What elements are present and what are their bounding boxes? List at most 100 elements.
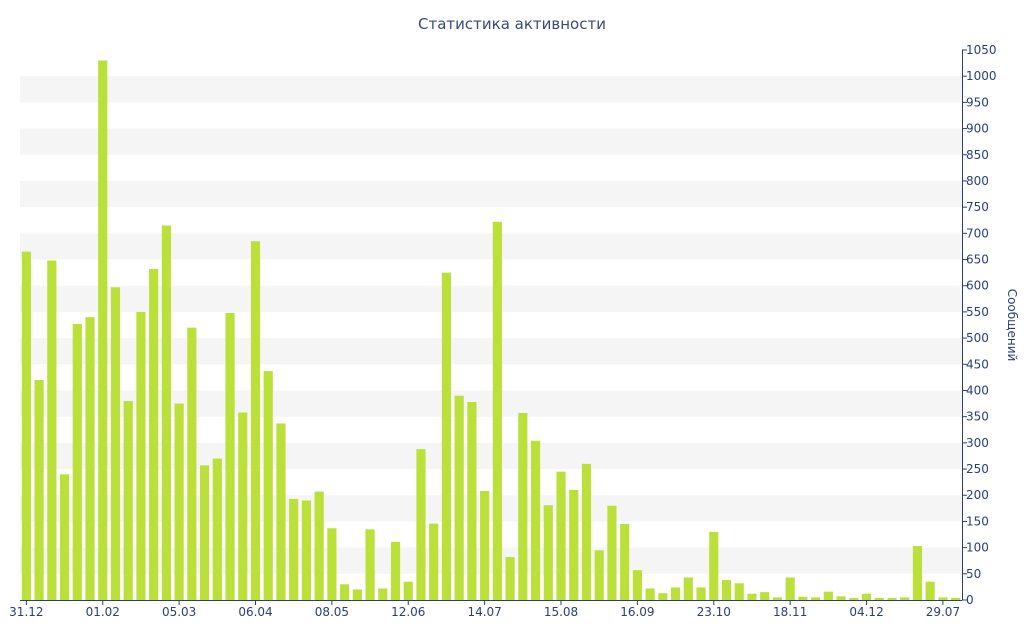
bar[interactable] — [747, 593, 757, 600]
bar[interactable] — [645, 588, 655, 600]
y-tick-label: 950 — [966, 95, 989, 109]
grid-band — [20, 128, 962, 155]
bar[interactable] — [238, 412, 248, 600]
bar[interactable] — [416, 449, 426, 600]
bar[interactable] — [938, 597, 948, 600]
bar[interactable] — [314, 491, 324, 600]
bar[interactable] — [887, 597, 897, 600]
bar[interactable] — [390, 541, 401, 600]
bar[interactable] — [276, 423, 286, 600]
bar[interactable] — [98, 60, 108, 600]
bar[interactable] — [581, 463, 592, 600]
bar[interactable] — [327, 528, 337, 600]
x-tick-label: 23.10 — [697, 605, 731, 619]
bar[interactable] — [670, 587, 681, 600]
y-tick-label: 800 — [966, 174, 989, 188]
y-tick-label: 650 — [966, 253, 989, 267]
y-tick-label: 100 — [966, 541, 989, 555]
bar[interactable] — [225, 312, 235, 600]
bar[interactable] — [861, 593, 872, 600]
y-axis: 0 50 100 150 200 250 300 350 400 450 500 550 600 650 7… — [962, 43, 997, 607]
bar[interactable] — [785, 577, 795, 600]
x-tick-label: 15.08 — [544, 605, 578, 619]
bar[interactable] — [301, 500, 312, 600]
x-tick-label: 14.07 — [467, 605, 501, 619]
bar[interactable] — [136, 311, 146, 600]
bar[interactable] — [518, 413, 528, 600]
bar[interactable] — [467, 402, 477, 600]
grid-band — [20, 233, 962, 260]
bar[interactable] — [123, 400, 133, 600]
y-tick-label: 50 — [966, 567, 981, 581]
grid-band — [20, 495, 962, 522]
bar[interactable] — [21, 251, 31, 600]
grid-band — [20, 442, 962, 470]
bar[interactable] — [951, 597, 961, 600]
bar[interactable] — [900, 597, 910, 600]
bar[interactable] — [556, 471, 566, 600]
bar[interactable] — [212, 458, 222, 600]
bar[interactable] — [378, 588, 388, 600]
bar[interactable] — [658, 593, 668, 600]
bar[interactable] — [823, 591, 833, 600]
bar[interactable] — [632, 570, 642, 600]
bar[interactable] — [85, 317, 95, 600]
bar[interactable] — [149, 268, 159, 600]
bar[interactable] — [174, 403, 184, 600]
bar[interactable] — [569, 490, 579, 600]
bar[interactable] — [352, 589, 362, 600]
bar[interactable] — [696, 587, 706, 600]
bar[interactable] — [849, 597, 859, 600]
grid-band — [20, 180, 962, 208]
bar[interactable] — [59, 474, 70, 600]
bar[interactable] — [772, 597, 783, 600]
x-tick-label: 18.11 — [773, 605, 807, 619]
bar[interactable] — [47, 260, 57, 600]
bar[interactable] — [734, 583, 744, 600]
bar[interactable] — [683, 577, 693, 600]
bar[interactable] — [365, 529, 375, 600]
bar[interactable] — [874, 597, 884, 600]
bar[interactable] — [492, 221, 502, 601]
bar[interactable] — [110, 287, 121, 600]
bar[interactable] — [607, 505, 617, 600]
grid-band — [20, 338, 962, 365]
bar[interactable] — [340, 584, 350, 600]
bar[interactable] — [811, 597, 821, 600]
y-tick-label: 400 — [966, 383, 989, 397]
grid-band — [20, 390, 962, 417]
y-tick-label: 0 — [966, 593, 974, 607]
y-tick-label: 500 — [966, 331, 989, 345]
bar[interactable] — [199, 465, 210, 600]
bar[interactable] — [441, 272, 452, 600]
y-tick-label: 600 — [966, 279, 989, 293]
bar[interactable] — [836, 596, 846, 600]
bar[interactable] — [250, 241, 261, 600]
x-tick-label: 16.09 — [620, 605, 654, 619]
bar[interactable] — [480, 491, 490, 600]
bar[interactable] — [505, 557, 515, 600]
bar[interactable] — [594, 550, 604, 600]
bar[interactable] — [289, 498, 299, 600]
bar[interactable] — [798, 596, 808, 600]
y-tick-label: 1000 — [966, 69, 997, 83]
bar[interactable] — [709, 531, 719, 600]
bar[interactable] — [429, 523, 439, 600]
bar[interactable] — [620, 524, 630, 600]
bar[interactable] — [263, 371, 273, 600]
bar[interactable] — [161, 225, 171, 600]
bar[interactable] — [34, 380, 44, 600]
bar[interactable] — [543, 505, 553, 600]
y-tick-label: 450 — [966, 357, 989, 371]
bar[interactable] — [530, 440, 541, 600]
chart-title: Статистика активности — [418, 15, 606, 33]
bar[interactable] — [721, 580, 732, 600]
bar[interactable] — [454, 395, 464, 600]
bar[interactable] — [912, 546, 923, 600]
bar[interactable] — [72, 323, 82, 600]
bar[interactable] — [760, 592, 770, 600]
bar[interactable] — [925, 581, 935, 600]
bar[interactable] — [403, 581, 413, 600]
bar[interactable] — [187, 327, 197, 600]
